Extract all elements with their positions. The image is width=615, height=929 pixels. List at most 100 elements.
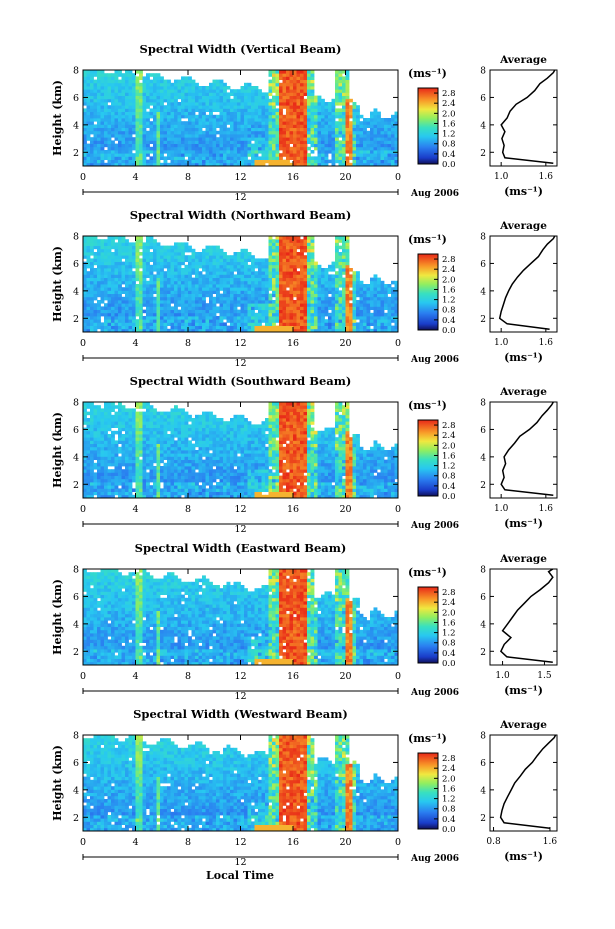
heatmap-cell xyxy=(314,261,318,266)
heatmap-cell xyxy=(86,127,91,132)
heatmap-cell xyxy=(272,153,276,157)
heatmap-cell xyxy=(293,95,297,100)
heatmap-cell xyxy=(188,130,192,135)
heatmap-cell xyxy=(209,316,213,320)
heatmap-cell xyxy=(118,287,122,291)
heatmap-cell xyxy=(209,322,213,326)
heatmap-cell xyxy=(188,82,192,87)
heatmap-cell xyxy=(265,280,269,285)
heatmap-cell xyxy=(384,143,388,148)
heatmap-cell xyxy=(118,316,122,320)
heatmap-cell xyxy=(377,121,381,125)
heatmap-cell xyxy=(342,140,346,144)
heatmap-cell xyxy=(139,118,143,122)
y-tick-label: 2 xyxy=(73,314,79,325)
heatmap-cell xyxy=(160,130,164,135)
heatmap-cell xyxy=(121,287,126,291)
heatmap-cell xyxy=(114,322,119,326)
heatmap-cell xyxy=(352,140,357,144)
heatmap-cell xyxy=(384,328,388,333)
heatmap-cell xyxy=(293,319,297,323)
heatmap-cell xyxy=(233,95,238,100)
heatmap-cell xyxy=(111,459,115,464)
heatmap-cell xyxy=(237,146,241,151)
heatmap-cell xyxy=(100,312,105,317)
heatmap-cell xyxy=(107,482,112,486)
heatmap-cell xyxy=(342,134,346,138)
heatmap-cell xyxy=(97,453,101,457)
heatmap-cell xyxy=(174,306,178,310)
heatmap-cell xyxy=(265,102,269,106)
heatmap-cell xyxy=(279,303,283,307)
heatmap-cell xyxy=(275,159,280,164)
heatmap-cell xyxy=(93,491,98,496)
heatmap-cell xyxy=(181,274,185,278)
heatmap-cell xyxy=(104,469,108,473)
heatmap-cell xyxy=(135,82,140,87)
heatmap-cell xyxy=(258,300,262,304)
heatmap-cell xyxy=(356,316,360,320)
heatmap-cell xyxy=(125,264,129,269)
heatmap-cell xyxy=(275,92,280,96)
heatmap-cell xyxy=(86,137,91,141)
heatmap-cell xyxy=(282,280,287,285)
heatmap-cell xyxy=(380,306,385,310)
heatmap-cell xyxy=(90,258,94,262)
heatmap-cell xyxy=(230,140,234,144)
heatmap-cell xyxy=(342,309,346,314)
heatmap-cell xyxy=(314,159,318,164)
heatmap-cell xyxy=(107,162,112,167)
heatmap-cell xyxy=(223,300,227,304)
heatmap-cell xyxy=(146,236,150,240)
heatmap-cell xyxy=(139,290,143,294)
heatmap-cell xyxy=(198,98,203,103)
heatmap-cell xyxy=(335,303,339,307)
heatmap-cell xyxy=(188,274,192,278)
heatmap-cell xyxy=(230,261,234,266)
heatmap-cell xyxy=(342,277,346,282)
heatmap-cell xyxy=(195,271,199,275)
heatmap-cell xyxy=(83,328,87,333)
heatmap-cell xyxy=(251,143,255,148)
heatmap-cell xyxy=(296,102,301,106)
heatmap-cell xyxy=(293,121,297,125)
heatmap-cell xyxy=(156,134,161,138)
heatmap-cell xyxy=(303,325,308,330)
heatmap-cell xyxy=(244,105,248,109)
heatmap-cell xyxy=(86,290,91,294)
heatmap-cell xyxy=(268,162,273,167)
heatmap-cell xyxy=(125,296,129,301)
heatmap-cell xyxy=(251,300,255,304)
heatmap-cell xyxy=(146,130,150,135)
heatmap-cell xyxy=(349,130,353,135)
average-y-tick-label: 6 xyxy=(480,260,486,270)
heatmap-cell xyxy=(349,134,353,138)
heatmap-cell xyxy=(387,150,392,154)
heatmap-cell xyxy=(310,261,315,266)
heatmap-cell xyxy=(100,134,105,138)
heatmap-cell xyxy=(160,264,164,269)
heatmap-cell xyxy=(170,271,175,275)
heatmap-cell xyxy=(335,82,339,87)
heatmap-cell xyxy=(377,322,381,326)
heatmap-cell xyxy=(104,478,108,483)
heatmap-cell xyxy=(230,105,234,109)
heatmap-cell xyxy=(261,312,266,317)
heatmap-cell xyxy=(121,162,126,167)
heatmap-cell xyxy=(184,95,189,100)
heatmap-cell xyxy=(174,79,178,84)
heatmap-cell xyxy=(345,296,350,301)
heatmap-cell xyxy=(331,293,336,298)
heatmap-cell xyxy=(121,418,126,422)
average-y-tick-label: 2 xyxy=(480,149,486,159)
heatmap-cell xyxy=(100,156,105,160)
heatmap-cell xyxy=(338,121,343,125)
heatmap-cell xyxy=(335,70,339,74)
heatmap-cell xyxy=(345,150,350,154)
heatmap-cell xyxy=(142,325,147,330)
heatmap-cell xyxy=(349,150,353,154)
heatmap-cell xyxy=(289,130,294,135)
heatmap-cell xyxy=(356,114,360,119)
heatmap-cell xyxy=(139,92,143,96)
heatmap-cell xyxy=(317,130,322,135)
